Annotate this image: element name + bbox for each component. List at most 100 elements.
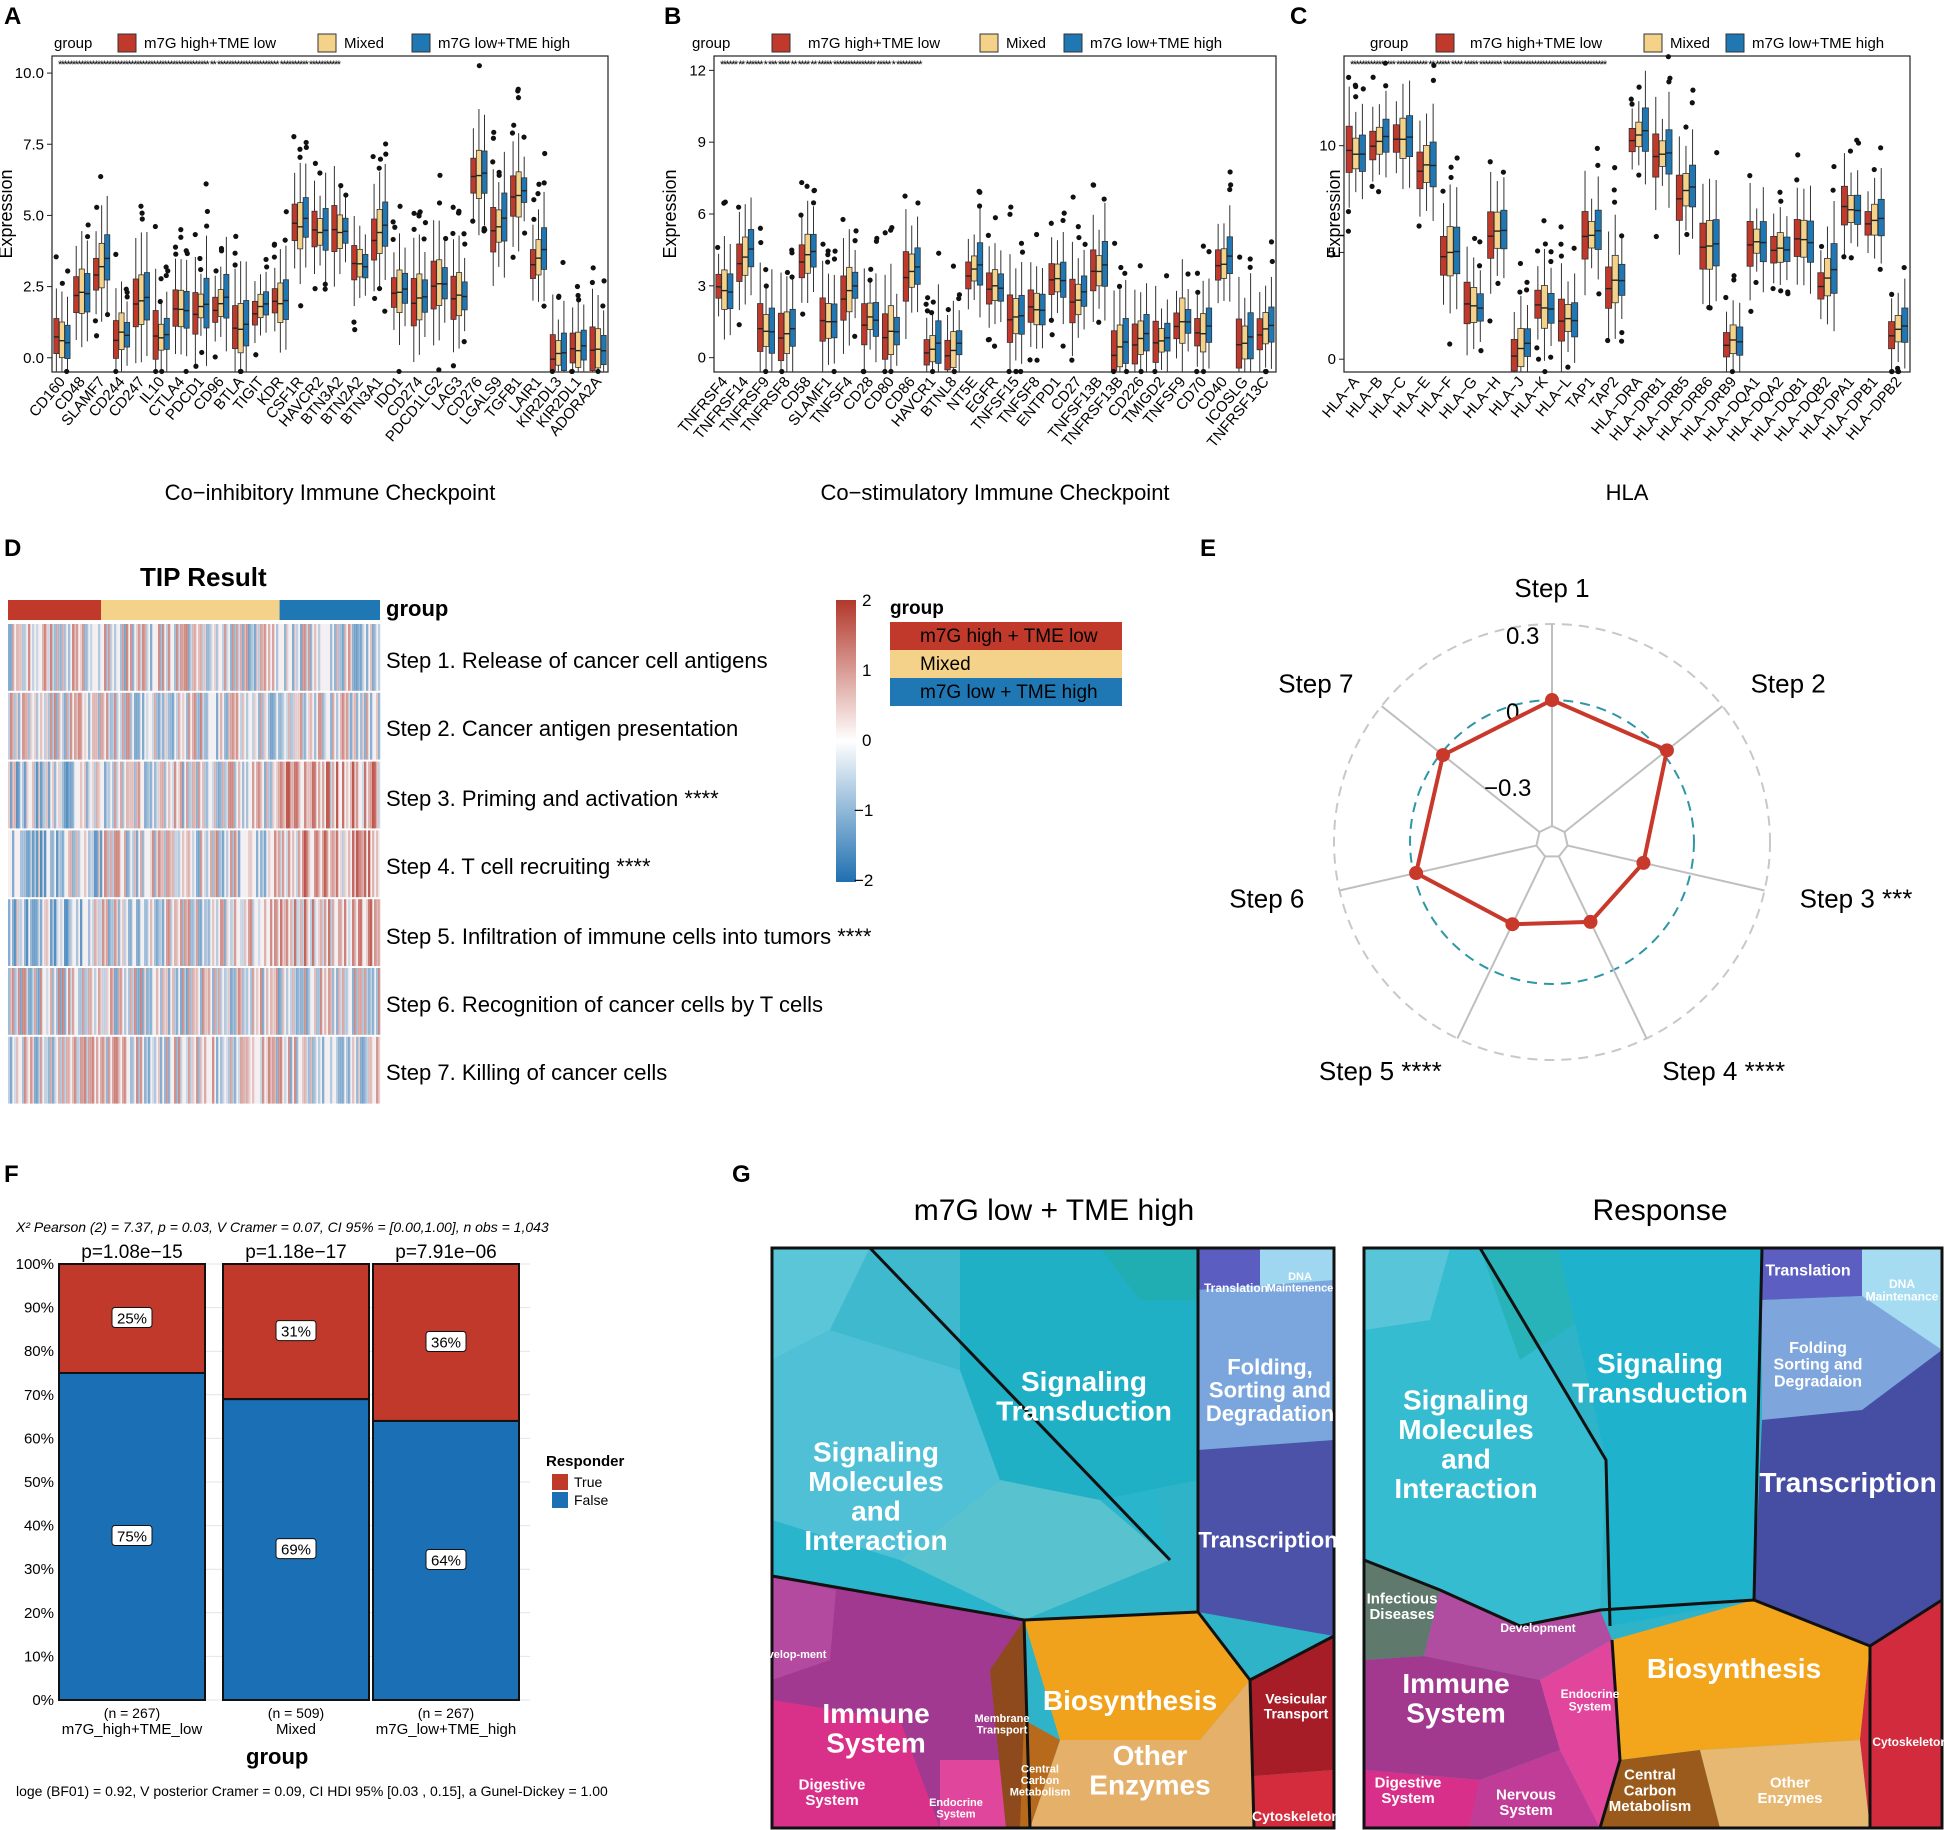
outlier <box>950 263 957 269</box>
step-label-1: Step 1. Release of cancer cell antigens <box>386 648 768 673</box>
outlier <box>601 278 607 284</box>
heatmap-cell <box>14 968 17 1035</box>
heatmap-cell <box>294 624 297 691</box>
legend-b-swatch-high <box>771 33 791 53</box>
outlier <box>1268 239 1275 245</box>
label-box-false <box>425 1548 467 1570</box>
box <box>736 243 743 282</box>
heatmap-cell <box>220 692 223 760</box>
box <box>976 242 984 286</box>
radar-step-label: Step 3 *** <box>1800 884 1913 914</box>
heatmap-cell <box>302 624 305 691</box>
heatmap-cell <box>254 624 257 691</box>
heatmap-cell <box>116 761 119 829</box>
box <box>475 149 482 199</box>
heatmap-cell <box>378 968 381 1035</box>
box <box>908 253 915 288</box>
outlier <box>736 322 742 328</box>
outlier <box>860 368 866 375</box>
outlier <box>183 368 189 375</box>
heatmap-cell <box>212 1036 215 1104</box>
radar-point <box>1409 866 1424 881</box>
box <box>1101 240 1109 287</box>
heatmap-cell <box>146 624 149 691</box>
heatmap-cell <box>332 968 335 1035</box>
outlier <box>1524 279 1530 285</box>
cell-l-digestive <box>772 1700 940 1828</box>
voronoi-right-label: Signaling <box>1403 1385 1529 1416</box>
heatmap-cell <box>166 692 169 760</box>
outlier <box>183 248 189 254</box>
box <box>390 277 397 308</box>
heatmap-cell <box>364 968 367 1035</box>
outlier <box>1019 249 1026 255</box>
heatmap-cell <box>282 761 285 829</box>
heatmap-cell <box>136 624 139 691</box>
cell-r-development <box>1424 1590 1612 1680</box>
heatmap-cell <box>182 899 185 966</box>
heatmap-cell <box>284 624 287 691</box>
heatmap-cell <box>306 830 309 898</box>
heatmap-cell <box>366 1036 369 1104</box>
heatmap-cell <box>198 624 201 691</box>
bar-n-label: (n = 267) <box>418 1705 474 1721</box>
box <box>1200 313 1207 353</box>
heatmap-cell <box>26 1036 29 1104</box>
heatmap-cell <box>52 692 55 760</box>
heatmap-cell <box>376 1036 379 1104</box>
heatmap-cell <box>258 624 261 691</box>
heatmap-cell <box>42 624 45 691</box>
heatmap-cell <box>50 692 53 760</box>
heatmap-cell <box>314 899 317 966</box>
stacked-bar-chart: 0%10%20%30%40%50%60%70%80%90%100%25%75%p… <box>16 1242 530 1738</box>
heatmap-cell <box>294 899 297 966</box>
voronoi-left-label: Immune <box>822 1698 929 1729</box>
heatmap-cell <box>90 968 93 1035</box>
heatmap-cell <box>340 624 343 691</box>
heatmap-cell <box>240 624 243 691</box>
heatmap-cell <box>194 624 197 691</box>
heatmap-cell <box>142 830 145 898</box>
legend-true-label: True <box>574 1474 602 1490</box>
heatmap-cell <box>206 830 209 898</box>
outlier <box>470 218 476 224</box>
outlier <box>1369 183 1375 190</box>
step-label-7: Step 7. Killing of cancer cells <box>386 1060 667 1085</box>
heatmap-cell <box>84 830 87 898</box>
box <box>789 308 796 347</box>
outlier <box>1548 258 1554 265</box>
box <box>470 157 477 194</box>
heatmap-cell <box>194 692 197 760</box>
heatmap-cell <box>292 899 295 966</box>
heatmap-cell <box>88 830 91 898</box>
heatmap-cell <box>20 968 23 1035</box>
heatmap-color-scale <box>836 600 856 882</box>
heatmap-cell <box>104 899 107 966</box>
outlier <box>436 367 442 373</box>
heatmap-cell <box>310 624 313 691</box>
heatmap-cell <box>186 692 189 760</box>
heatmap-cell <box>66 899 69 966</box>
heatmap-cell <box>358 624 361 691</box>
outlier <box>902 193 908 199</box>
heatmap-cell <box>272 1036 275 1104</box>
heatmap-cell <box>126 624 129 691</box>
heatmap-cell <box>98 830 101 898</box>
heatmap-group-bar <box>279 600 380 620</box>
heatmap-cell <box>226 1036 229 1104</box>
heatmap-cell <box>218 761 221 829</box>
label-box-true <box>111 1307 153 1328</box>
heatmap-cell <box>354 692 357 760</box>
legend-c-swatch-mixed <box>1643 33 1663 53</box>
heatmap-cell <box>46 761 49 829</box>
heatmap-cell <box>376 692 379 760</box>
heatmap-cell <box>130 899 133 966</box>
heatmap-cell <box>354 899 357 966</box>
outlier <box>238 368 244 375</box>
heatmap-cell <box>120 624 123 691</box>
heatmap-cell <box>374 624 377 691</box>
box <box>450 275 457 320</box>
heatmap-cell <box>252 968 255 1035</box>
outlier <box>574 283 581 290</box>
outlier <box>1841 254 1847 260</box>
